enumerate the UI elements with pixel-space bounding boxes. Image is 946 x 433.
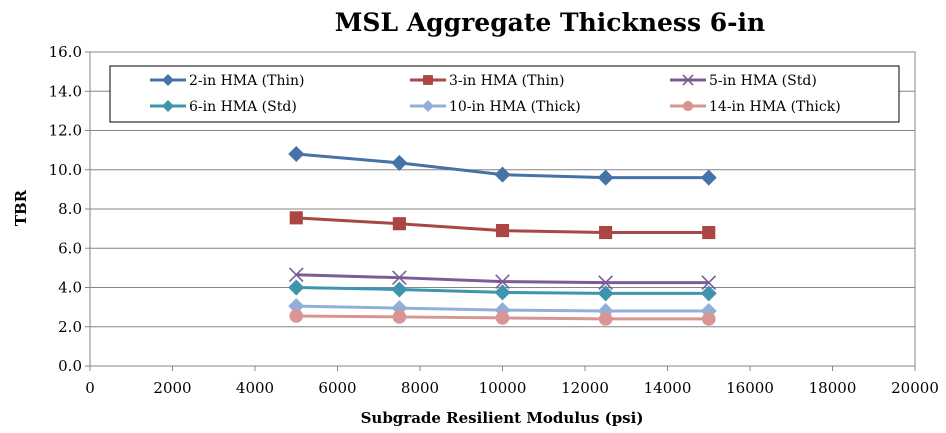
data-point	[701, 275, 717, 290]
data-point	[494, 166, 511, 183]
data-point	[288, 279, 305, 296]
series-group	[288, 146, 717, 326]
x-tick-label: 10000	[479, 379, 527, 397]
x-tick-label: 12000	[561, 379, 609, 397]
data-point	[288, 267, 304, 283]
series-2	[289, 211, 716, 240]
series-1	[288, 146, 717, 186]
series-3	[288, 267, 717, 290]
x-tick-label: 14000	[644, 379, 692, 397]
data-point	[289, 211, 303, 225]
data-point	[598, 275, 613, 290]
data-point	[392, 310, 407, 324]
legend-marker	[422, 100, 434, 112]
data-point	[391, 154, 408, 171]
legend: 2-in HMA (Thin) 3-in HMA (Thin) 5-in HMA (…	[109, 65, 900, 123]
y-tick-label: 4.0	[58, 279, 82, 297]
legend-marker	[423, 75, 433, 85]
data-point	[392, 217, 406, 231]
data-point	[289, 309, 304, 323]
x-tick-label: 2000	[153, 379, 191, 397]
legend-entry: 6-in HMA (Std)	[150, 99, 297, 115]
data-point	[494, 284, 511, 301]
y-axis-label: TBR	[12, 189, 30, 226]
legend-marker	[162, 74, 174, 86]
legend-entry: 14-in HMA (Thick)	[670, 99, 841, 115]
data-point	[599, 225, 613, 240]
chart-title: MSL Aggregate Thickness 6-in	[335, 8, 765, 37]
data-point	[702, 225, 716, 240]
legend-label: 5-in HMA (Std)	[709, 73, 817, 89]
legend-box	[109, 65, 900, 123]
y-tick-label: 14.0	[49, 82, 82, 100]
legend-entry: 5-in HMA (Std)	[670, 73, 817, 89]
x-tick-label: 18000	[809, 379, 857, 397]
data-point	[495, 224, 510, 238]
legend-entry: 10-in HMA (Thick)	[410, 99, 581, 115]
y-tick-label: 10.0	[49, 161, 82, 179]
legend-label: 3-in HMA (Thin)	[449, 73, 564, 89]
x-tick-label: 8000	[401, 379, 439, 397]
legend-label: 6-in HMA (Std)	[189, 99, 297, 115]
axes	[85, 51, 916, 371]
y-tick-labels: 0.0 2.0 4.0 6.0 8.0 10.0 12.0 14.0 16.0	[49, 43, 82, 375]
x-tick-label: 6000	[318, 379, 356, 397]
y-tick-label: 2.0	[58, 318, 82, 336]
data-point	[598, 312, 613, 326]
data-point	[597, 169, 614, 186]
legend-marker	[682, 100, 694, 112]
data-point	[700, 169, 717, 186]
x-tick-label: 4000	[236, 379, 274, 397]
data-point	[701, 312, 716, 326]
x-tick-label: 20000	[891, 379, 939, 397]
data-point	[495, 311, 510, 325]
y-tick-label: 8.0	[58, 200, 82, 218]
data-point	[391, 281, 408, 298]
legend-marker	[162, 100, 174, 112]
legend-label: 2-in HMA (Thin)	[189, 73, 304, 89]
series-4	[288, 279, 717, 302]
data-point	[495, 274, 510, 289]
y-tick-label: 6.0	[58, 239, 82, 257]
data-point	[288, 146, 305, 163]
x-tick-label: 16000	[726, 379, 774, 397]
data-point	[288, 298, 305, 315]
legend-label: 10-in HMA (Thick)	[449, 99, 581, 115]
y-tick-label: 12.0	[49, 122, 82, 140]
legend-label: 14-in HMA (Thick)	[709, 99, 841, 115]
x-tick-labels: 0 2000 4000 6000 8000 10000 12000 14000 16000 180…	[85, 379, 939, 397]
legend-entry: 2-in HMA (Thin)	[150, 73, 304, 89]
data-point	[597, 285, 614, 302]
x-axis-label: Subgrade Resilient Modulus (psi)	[361, 409, 644, 427]
legend-entry: 3-in HMA (Thin)	[410, 73, 564, 89]
data-point	[392, 270, 407, 286]
series-6	[289, 309, 716, 326]
y-tick-label: 16.0	[49, 43, 82, 61]
legend-marker	[682, 74, 694, 86]
data-point	[700, 285, 717, 302]
x-tick-label: 0	[85, 379, 95, 397]
y-tick-label: 0.0	[58, 357, 82, 375]
